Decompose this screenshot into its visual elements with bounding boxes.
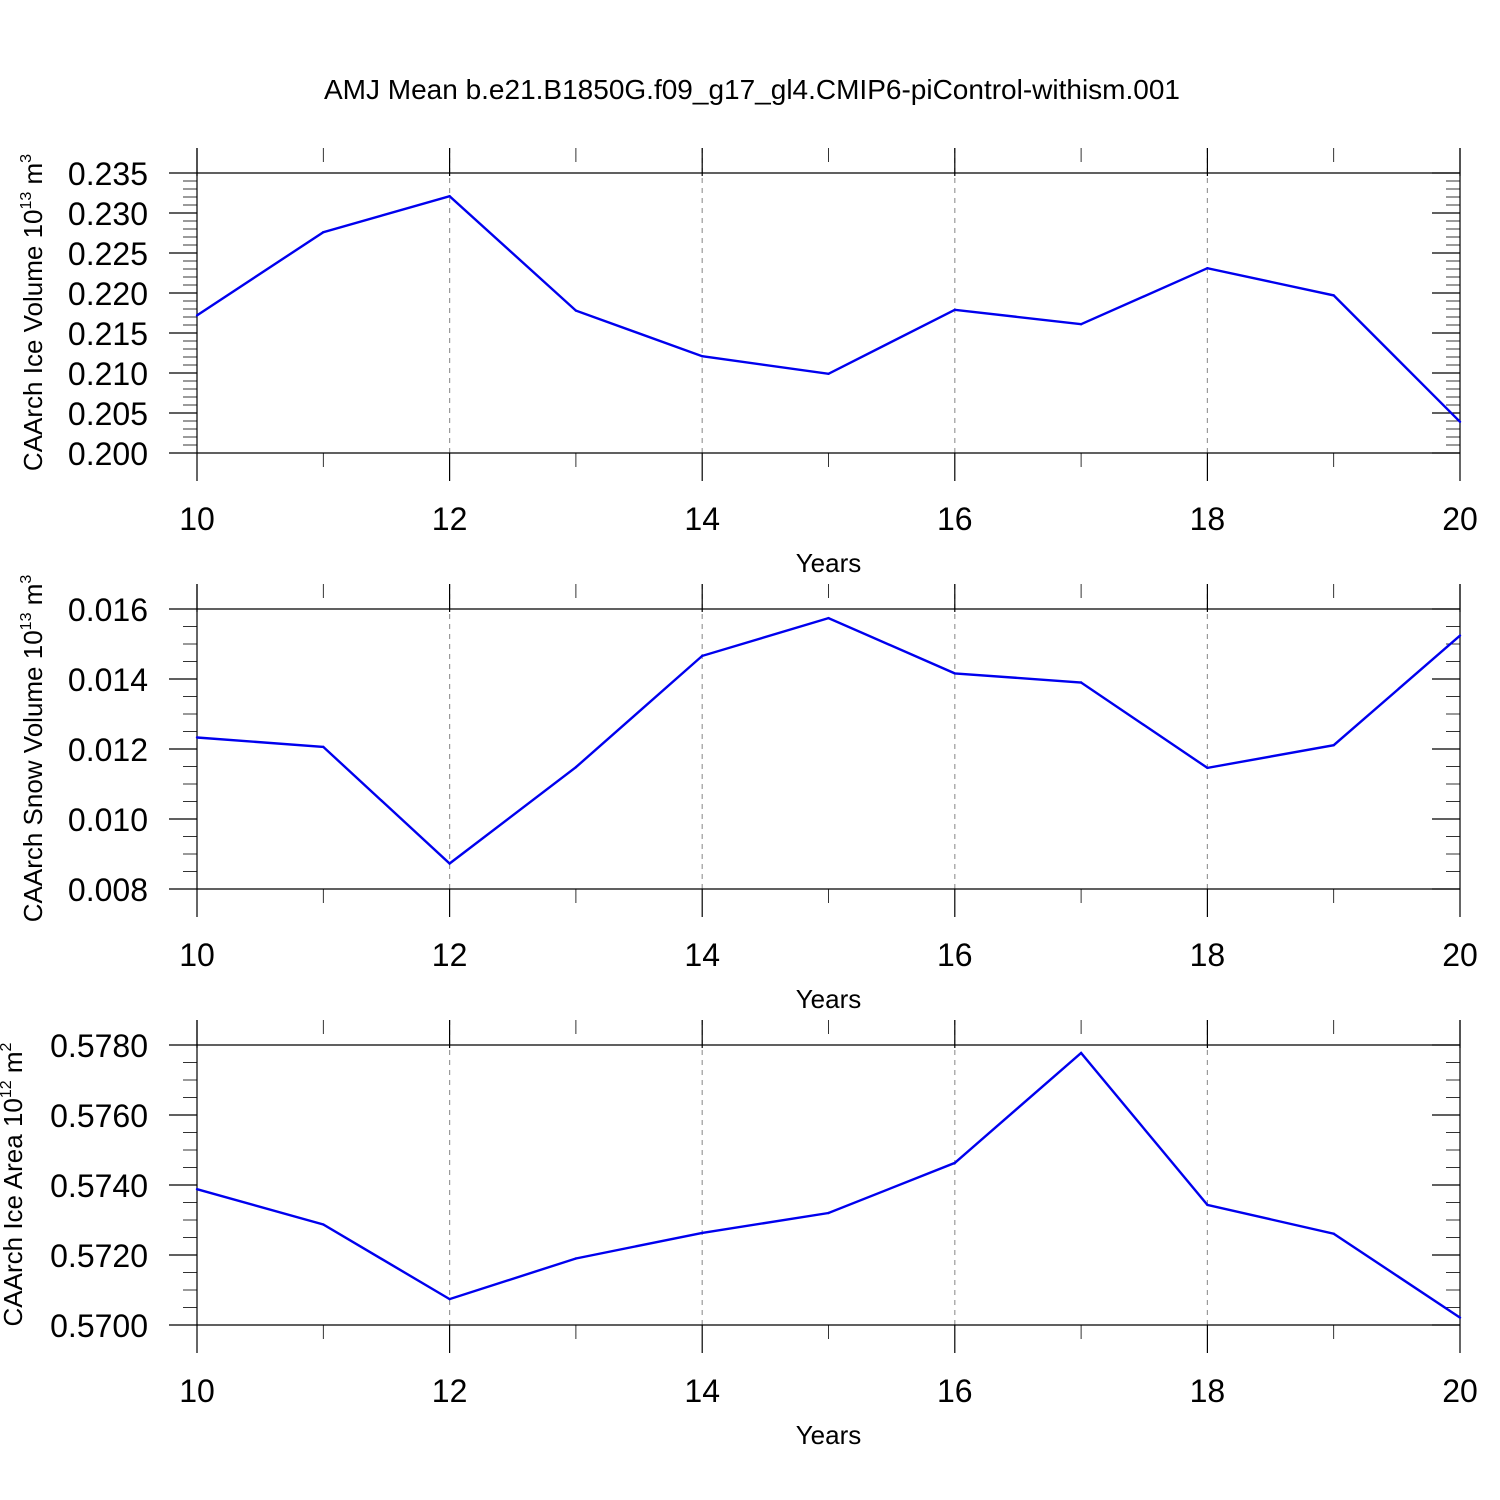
panel-3: 10 12 14 16 18 20 0.5700 0.5720 0.5740 0.5760 0.57…	[0, 1020, 1478, 1450]
data-point	[827, 1211, 830, 1215]
data-point	[1079, 323, 1083, 326]
data-point	[195, 314, 199, 317]
x-tick-label: 16	[937, 1373, 973, 1409]
x-tick-label: 16	[937, 501, 973, 537]
x-tick-label: 14	[684, 501, 720, 537]
x-axis-label: Years	[796, 1420, 862, 1450]
y-tick-label: 0.5720	[50, 1238, 148, 1274]
x-tick-label: 12	[432, 1373, 468, 1409]
data-point	[574, 1257, 578, 1260]
series-line	[196, 194, 1461, 423]
data-point	[195, 1188, 199, 1191]
data-point	[827, 616, 830, 620]
data-point	[448, 1297, 451, 1301]
x-tick-label: 10	[179, 1373, 215, 1409]
y-tick-label: 0.205	[68, 396, 148, 432]
x-tick-label: 12	[432, 501, 468, 537]
x-tick-label: 14	[684, 1373, 720, 1409]
series-line	[196, 616, 1461, 866]
y-tick-label: 0.5700	[50, 1308, 148, 1344]
x-tick-label: 20	[1442, 1373, 1478, 1409]
y-tick-label: 0.012	[68, 732, 148, 768]
data-point	[1206, 1203, 1209, 1207]
data-point	[1458, 420, 1462, 423]
y-axis-label-superscript: 13	[18, 192, 35, 210]
data-point	[1332, 743, 1335, 747]
data-point	[322, 745, 325, 749]
x-tick-label: 12	[432, 937, 468, 973]
y-tick-label: 0.5760	[50, 1098, 148, 1134]
y-axis-label-part: m	[0, 1051, 28, 1080]
y-tick-label: 0.215	[68, 316, 148, 352]
data-point	[827, 372, 830, 375]
y-axis-label-superscript: 3	[18, 154, 35, 163]
y-tick-label: 0.010	[68, 802, 148, 838]
data-point	[1458, 1316, 1462, 1319]
data-point	[448, 195, 451, 198]
y-axis-label-part: CAArch Ice Volume 10	[18, 210, 48, 472]
y-tick-label: 0.014	[68, 662, 148, 698]
data-point	[701, 1231, 704, 1235]
data-point	[1332, 1232, 1335, 1235]
data-point	[1079, 1051, 1083, 1055]
panel-2: 10 12 14 16 18 20 0.008 0.010 0.012 0.014 0.016 Yea…	[18, 575, 1478, 1014]
y-axis-label-superscript: 13	[18, 612, 35, 630]
y-axis-label-part: CAArch Snow Volume 10	[18, 630, 48, 922]
data-point	[1079, 681, 1083, 684]
y-tick-label: 0.210	[68, 356, 148, 392]
x-tick-label: 18	[1190, 937, 1226, 973]
y-tick-label: 0.220	[68, 276, 148, 312]
y-tick-label: 0.016	[68, 592, 148, 628]
y-axis-label-part: m	[18, 163, 48, 192]
y-axis-label: CAArch Snow Volume 1013 m3	[18, 575, 48, 923]
y-axis-label-superscript: 12	[0, 1080, 15, 1098]
x-tick-label: 10	[179, 501, 215, 537]
data-point	[1458, 634, 1462, 637]
x-tick-label: 18	[1190, 1373, 1226, 1409]
y-axis-label-superscript: 3	[18, 575, 35, 584]
figure-title: AMJ Mean b.e21.B1850G.f09_g17_gl4.CMIP6-…	[324, 74, 1180, 105]
y-axis-label: CAArch Ice Volume 1013 m3	[18, 154, 48, 471]
x-tick-label: 10	[179, 937, 215, 973]
x-axis-label: Years	[796, 984, 862, 1014]
y-tick-label: 0.5780	[50, 1028, 148, 1064]
panel-1: 10 12 14 16 18 20 0.200 0.205 0.210 0.215 0.220 0.2…	[18, 148, 1478, 578]
data-point	[574, 766, 578, 769]
y-axis-label-superscript: 2	[0, 1042, 15, 1051]
y-axis-label: CAArch Ice Area 1012 m2	[0, 1042, 28, 1326]
data-point	[195, 736, 199, 739]
y-tick-label: 0.008	[68, 872, 148, 908]
data-point	[1206, 267, 1209, 270]
data-point	[953, 1161, 956, 1165]
data-point	[701, 355, 704, 358]
x-tick-label: 14	[684, 937, 720, 973]
data-point	[953, 672, 956, 675]
y-tick-label: 0.5740	[50, 1168, 148, 1204]
x-tick-label: 16	[937, 937, 973, 973]
y-tick-label: 0.230	[68, 196, 148, 232]
data-point	[701, 654, 704, 658]
data-point	[1206, 766, 1209, 770]
y-tick-label: 0.235	[68, 156, 148, 192]
data-point	[448, 862, 451, 865]
data-point	[322, 1223, 325, 1226]
data-point	[1332, 294, 1335, 297]
series-line	[196, 1051, 1461, 1319]
y-tick-label: 0.225	[68, 236, 148, 272]
y-axis-label-part: m	[18, 584, 48, 613]
data-point	[322, 231, 325, 234]
x-tick-label: 20	[1442, 501, 1478, 537]
data-point	[953, 308, 956, 311]
x-tick-label: 20	[1442, 937, 1478, 973]
data-point	[574, 309, 578, 312]
y-axis-label-part: CAArch Ice Area 10	[0, 1098, 28, 1326]
x-tick-label: 18	[1190, 501, 1226, 537]
x-axis-label: Years	[796, 548, 862, 578]
y-tick-label: 0.200	[68, 436, 148, 472]
